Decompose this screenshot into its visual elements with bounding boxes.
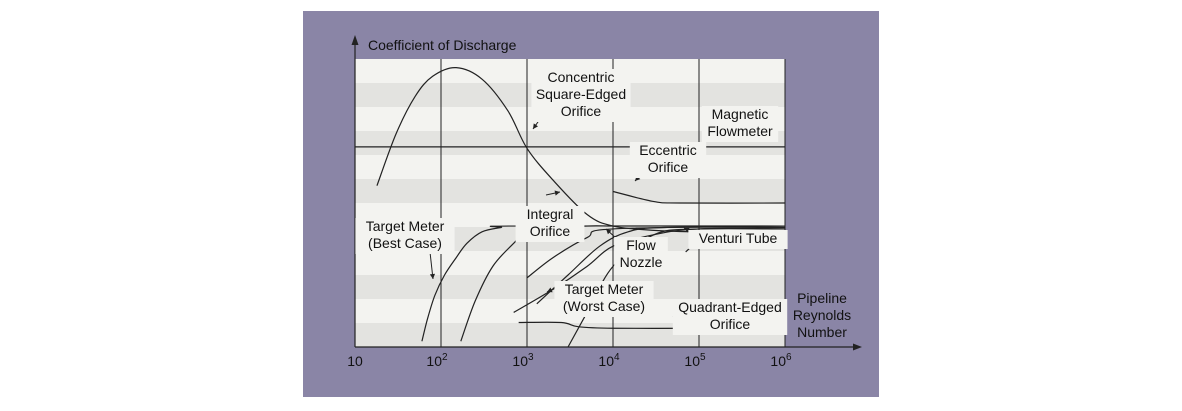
- annotation-background: [554, 281, 654, 317]
- annotation-line: (Best Case): [368, 235, 442, 251]
- x-tick-label: 104: [598, 352, 620, 369]
- plot-band: [355, 179, 785, 203]
- annotation-background: [515, 206, 585, 242]
- annotation-line: Nozzle: [620, 254, 663, 270]
- annotation-line: Concentric: [548, 69, 615, 85]
- x-axis-arrow: [853, 343, 862, 351]
- annotation-line: Orifice: [648, 159, 689, 175]
- annotation-line: Orifice: [710, 316, 751, 332]
- annotation: Target Meter(Worst Case): [554, 281, 654, 317]
- annotation-background: [688, 230, 788, 249]
- annotation-background: [629, 142, 707, 178]
- annotation-line: Target Meter: [366, 218, 445, 234]
- annotation-line: Flowmeter: [707, 123, 773, 139]
- annotation-line: Orifice: [561, 103, 602, 119]
- annotation-background: [531, 69, 631, 122]
- leader-arrow: [684, 227, 690, 233]
- x-tick-label: 102: [426, 352, 448, 369]
- x-title-line: Number: [797, 324, 847, 340]
- y-axis-arrow: [351, 35, 359, 45]
- leader-arrow: [429, 273, 436, 279]
- x-title-line: Pipeline: [797, 290, 847, 306]
- annotation: Target Meter(Best Case): [355, 218, 455, 254]
- series-line: [536, 226, 786, 305]
- x-title-line: Reynolds: [793, 307, 851, 323]
- annotation-line: Venturi Tube: [699, 230, 778, 246]
- x-tick-label: 103: [512, 352, 534, 369]
- series-line: [612, 190, 786, 204]
- annotation-line: Integral: [527, 206, 574, 222]
- x-tick-labels: 10 102 103 104 105 106: [347, 352, 792, 369]
- leader-arrow: [547, 287, 553, 293]
- annotation-background: [355, 218, 455, 254]
- annotation-line: Target Meter: [565, 281, 644, 297]
- series-line: [518, 321, 700, 329]
- series-line: [376, 67, 786, 233]
- annotation-background: [672, 299, 788, 335]
- y-axis-title: Coefficient of Discharge: [368, 37, 517, 53]
- annotation-line: Quadrant-Edged: [678, 299, 782, 315]
- annotation-line: Square-Edged: [536, 86, 626, 102]
- annotation-line: Orifice: [530, 223, 571, 239]
- annotation-line: (Worst Case): [563, 298, 645, 314]
- annotation-line: Magnetic: [712, 106, 769, 122]
- annotation-line: Eccentric: [639, 142, 697, 158]
- annotation-background: [614, 237, 668, 273]
- x-tick-label: 105: [684, 352, 706, 369]
- annotation-background: [701, 106, 779, 142]
- leader-arrow: [606, 229, 612, 235]
- leader-arrow: [554, 190, 560, 196]
- annotation: Venturi Tube: [688, 230, 788, 249]
- axes-group: [351, 35, 862, 351]
- x-tick-label: 10: [347, 353, 363, 369]
- leader-arrow: [533, 123, 539, 129]
- annotation-line: Flow: [626, 237, 656, 253]
- x-tick-label: 106: [770, 352, 792, 369]
